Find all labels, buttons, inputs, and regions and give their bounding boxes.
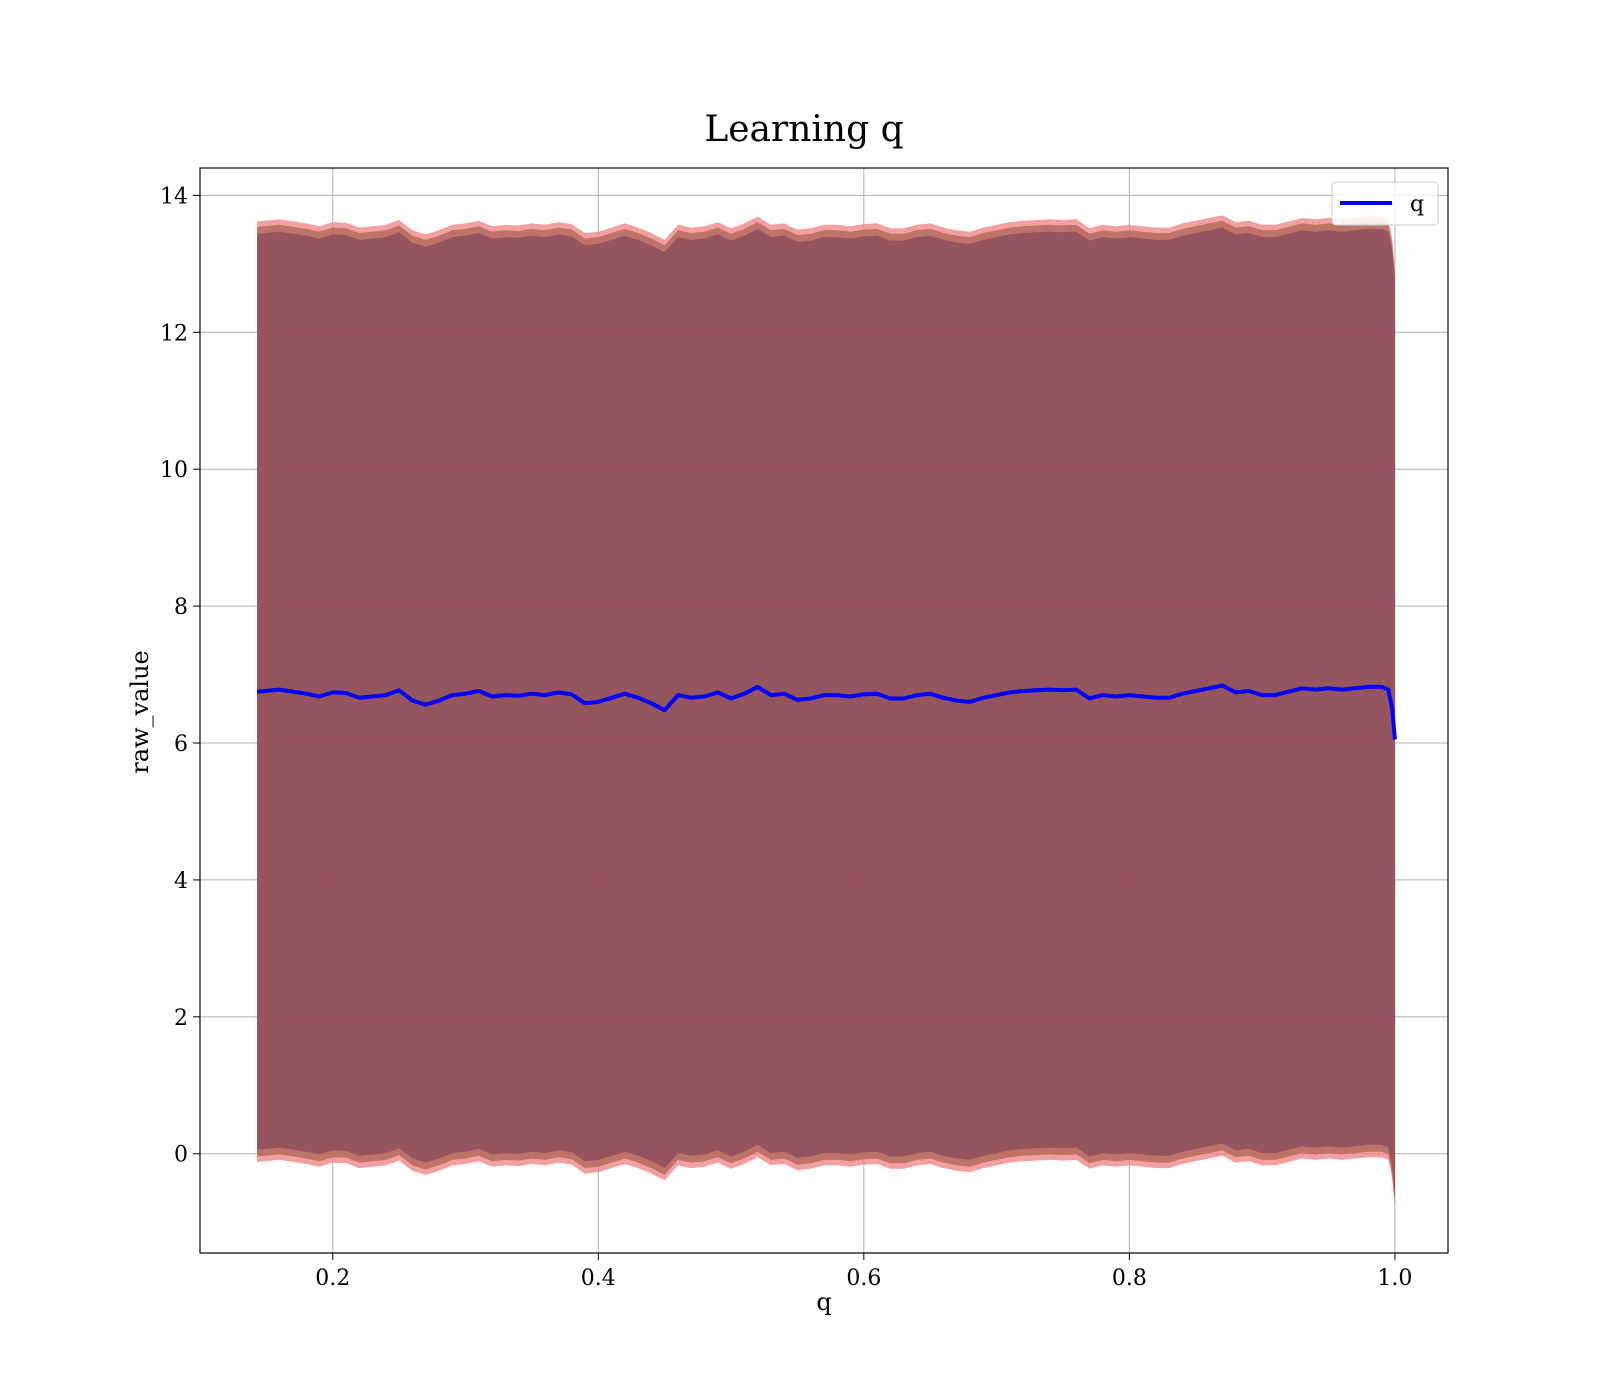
y-tick-label: 8: [174, 595, 188, 620]
y-axis-label: raw_value: [126, 650, 154, 774]
x-tick-label: 0.2: [315, 1266, 350, 1291]
x-tick-label: 0.8: [1112, 1266, 1147, 1291]
y-tick-label: 0: [174, 1143, 188, 1168]
x-tick-label: 0.4: [581, 1266, 616, 1291]
chart-title: Learning q: [704, 109, 903, 150]
series-layer: [256, 683, 1397, 740]
x-tick-label: 0.6: [846, 1266, 881, 1291]
legend-label-q: q: [1410, 192, 1424, 217]
plot-frame: [199, 167, 1449, 1254]
band-inner: [257, 227, 1395, 1198]
ticks: 0.2 0.4 0.6 0.8 1.0 0 2 4 6 8 10 12 14: [160, 184, 1412, 1291]
y-tick-label: 2: [174, 1006, 188, 1031]
legend: q: [1331, 181, 1439, 226]
y-tick-label: 12: [160, 321, 188, 346]
y-tick-label: 14: [160, 184, 188, 209]
series-line-q: [256, 683, 1397, 740]
x-axis-label: q: [816, 1288, 831, 1316]
y-tick-label: 4: [174, 869, 188, 894]
y-tick-label: 10: [160, 458, 188, 483]
y-tick-label: 6: [174, 732, 188, 757]
x-tick-label: 1.0: [1377, 1266, 1412, 1291]
uncertainty-band: [257, 215, 1395, 1210]
